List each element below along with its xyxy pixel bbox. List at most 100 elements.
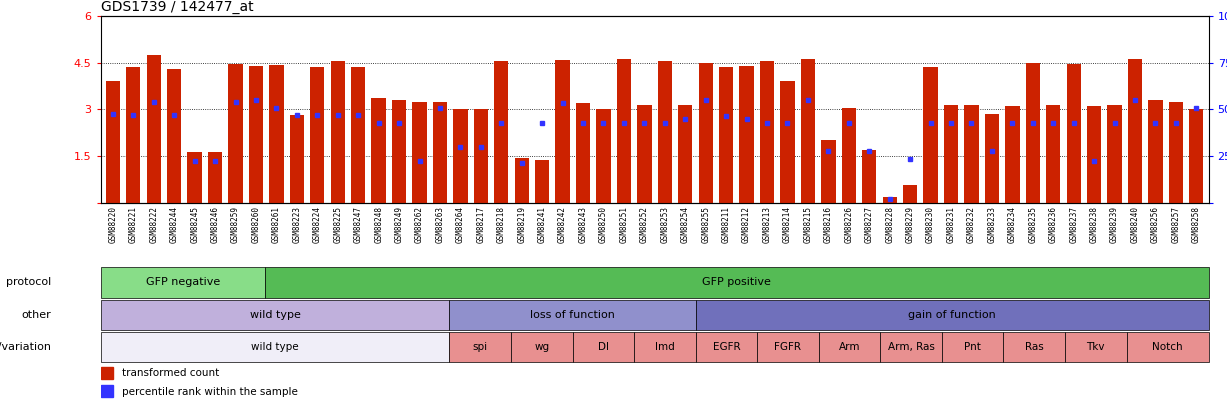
Text: GSM88232: GSM88232: [967, 206, 975, 243]
Bar: [617, 59, 631, 202]
Bar: [1169, 102, 1183, 202]
Bar: [126, 67, 140, 202]
Text: wild type: wild type: [252, 342, 299, 352]
Bar: [842, 108, 856, 202]
Text: GSM88227: GSM88227: [865, 206, 874, 243]
Text: GSM88236: GSM88236: [1049, 206, 1058, 243]
Bar: [494, 61, 508, 202]
Text: GSM88218: GSM88218: [497, 206, 506, 243]
Text: GSM88228: GSM88228: [885, 206, 894, 243]
Bar: [1005, 106, 1020, 202]
Bar: [474, 109, 488, 202]
Bar: [372, 98, 385, 202]
Bar: [760, 61, 774, 202]
Bar: [106, 81, 120, 202]
Bar: [698, 63, 713, 202]
Text: GSM88242: GSM88242: [558, 206, 567, 243]
Bar: [1066, 64, 1081, 202]
Bar: [101, 386, 113, 397]
Text: Imd: Imd: [655, 342, 675, 352]
Bar: [449, 332, 510, 362]
Text: Tkv: Tkv: [1086, 342, 1106, 352]
Text: GSM88263: GSM88263: [436, 206, 444, 243]
Text: GSM88230: GSM88230: [926, 206, 935, 243]
Bar: [780, 81, 795, 202]
Text: GSM88215: GSM88215: [804, 206, 812, 243]
Bar: [658, 61, 672, 202]
Text: GSM88239: GSM88239: [1110, 206, 1119, 243]
Text: GSM88264: GSM88264: [456, 206, 465, 243]
Bar: [573, 332, 634, 362]
Text: percentile rank within the sample: percentile rank within the sample: [121, 387, 298, 397]
Text: GSM88248: GSM88248: [374, 206, 383, 243]
Bar: [679, 104, 692, 202]
Bar: [188, 152, 201, 202]
Bar: [391, 100, 406, 202]
Bar: [167, 69, 182, 202]
Text: GDS1739 / 142477_at: GDS1739 / 142477_at: [101, 0, 253, 14]
Text: GSM88234: GSM88234: [1007, 206, 1017, 243]
Text: GSM88221: GSM88221: [129, 206, 137, 243]
Bar: [535, 160, 550, 202]
Bar: [740, 66, 753, 202]
Bar: [412, 102, 427, 202]
Text: GSM88224: GSM88224: [313, 206, 321, 243]
Bar: [1108, 104, 1121, 202]
Text: GSM88222: GSM88222: [150, 206, 158, 243]
Text: GSM88259: GSM88259: [231, 206, 240, 243]
Text: Dl: Dl: [598, 342, 609, 352]
Text: GSM88229: GSM88229: [906, 206, 914, 243]
Bar: [1148, 100, 1163, 202]
Text: GSM88250: GSM88250: [599, 206, 609, 243]
Text: EGFR: EGFR: [713, 342, 740, 352]
Bar: [637, 104, 652, 202]
Text: GSM88251: GSM88251: [620, 206, 628, 243]
Bar: [985, 114, 999, 202]
Text: GSM88235: GSM88235: [1028, 206, 1037, 243]
Bar: [228, 64, 243, 202]
Text: Arm, Ras: Arm, Ras: [887, 342, 935, 352]
Text: FGFR: FGFR: [774, 342, 801, 352]
Bar: [1004, 332, 1065, 362]
Bar: [330, 61, 345, 202]
Text: GSM88245: GSM88245: [190, 206, 199, 243]
Bar: [696, 332, 757, 362]
Text: wg: wg: [534, 342, 550, 352]
Text: spi: spi: [472, 342, 488, 352]
Bar: [101, 267, 265, 298]
Text: GSM88246: GSM88246: [211, 206, 220, 243]
Text: GSM88256: GSM88256: [1151, 206, 1160, 243]
Bar: [596, 109, 611, 202]
Text: GSM88261: GSM88261: [272, 206, 281, 243]
Text: transformed count: transformed count: [121, 368, 220, 378]
Text: GSM88237: GSM88237: [1069, 206, 1079, 243]
Text: GSM88240: GSM88240: [1130, 206, 1140, 243]
Bar: [880, 332, 942, 362]
Text: GSM88238: GSM88238: [1090, 206, 1098, 243]
Text: GSM88254: GSM88254: [681, 206, 690, 243]
Bar: [801, 59, 815, 202]
Text: GSM88243: GSM88243: [579, 206, 588, 243]
Text: GSM88257: GSM88257: [1172, 206, 1180, 243]
Text: GSM88247: GSM88247: [353, 206, 363, 243]
Bar: [101, 367, 113, 379]
Text: GSM88220: GSM88220: [108, 206, 118, 243]
Text: GSM88216: GSM88216: [823, 206, 833, 243]
Bar: [351, 67, 366, 202]
Text: GSM88233: GSM88233: [988, 206, 996, 243]
Text: GSM88211: GSM88211: [721, 206, 730, 243]
Bar: [510, 332, 573, 362]
Bar: [514, 158, 529, 202]
Text: GSM88217: GSM88217: [476, 206, 486, 243]
Text: GSM88225: GSM88225: [334, 206, 342, 243]
Text: loss of function: loss of function: [530, 310, 615, 320]
Bar: [719, 66, 734, 202]
Text: GFP negative: GFP negative: [146, 277, 220, 288]
Bar: [101, 300, 449, 330]
Text: GSM88223: GSM88223: [292, 206, 302, 243]
Bar: [942, 332, 1004, 362]
Bar: [696, 300, 1209, 330]
Bar: [757, 332, 818, 362]
Bar: [818, 332, 880, 362]
Bar: [101, 332, 449, 362]
